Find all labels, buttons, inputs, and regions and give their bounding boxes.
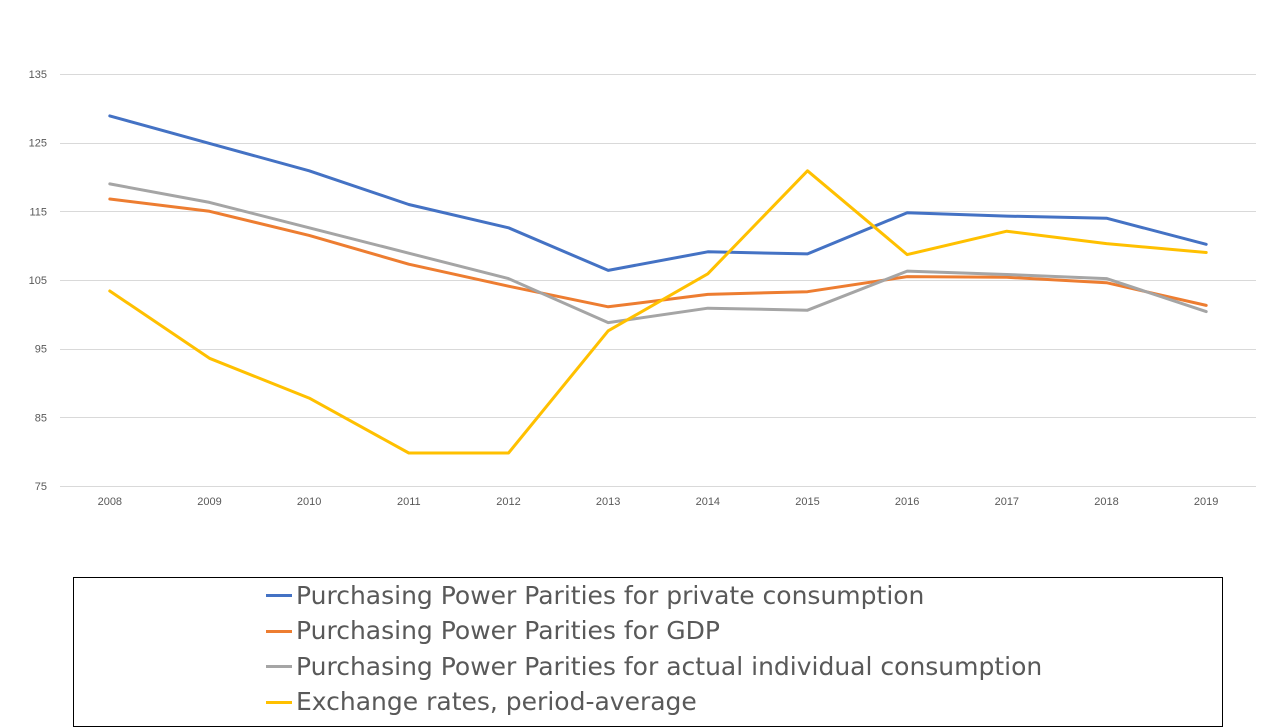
legend-item: Purchasing Power Parities for GDP — [266, 614, 1042, 650]
y-axis-tick-labels: 75 85 95 105 115 125 135 — [29, 69, 47, 493]
legend-swatch — [266, 630, 292, 633]
legend-swatch — [266, 665, 292, 668]
series-lines — [110, 116, 1207, 453]
legend-item: Exchange rates, period-average — [266, 685, 1042, 721]
legend-list: Purchasing Power Parities for private co… — [266, 578, 1042, 720]
x-tick-label: 2011 — [397, 496, 421, 508]
y-tick-label: 75 — [35, 481, 47, 493]
series-2 — [110, 199, 1207, 307]
series-line-2 — [110, 199, 1206, 307]
series-line-1 — [110, 116, 1206, 271]
series-1 — [110, 116, 1207, 271]
x-tick-label: 2018 — [1094, 496, 1118, 508]
x-tick-label: 2014 — [696, 496, 720, 508]
x-tick-label: 2008 — [98, 496, 122, 508]
x-tick-label: 2009 — [197, 496, 221, 508]
y-tick-label: 95 — [35, 344, 47, 356]
x-tick-label: 2017 — [995, 496, 1019, 508]
legend-swatch — [266, 594, 292, 597]
legend-label: Purchasing Power Parities for actual ind… — [296, 652, 1042, 682]
legend-label: Purchasing Power Parities for GDP — [296, 616, 720, 646]
x-axis-tick-labels: 2008 2009 2010 2011 2012 2013 2014 2015 2016 2017… — [98, 496, 1219, 508]
y-tick-label: 115 — [29, 206, 47, 218]
x-tick-label: 2010 — [297, 496, 321, 508]
legend: Purchasing Power Parities for private co… — [73, 577, 1223, 727]
legend-label: Exchange rates, period-average — [296, 687, 697, 717]
x-tick-label: 2012 — [496, 496, 520, 508]
x-tick-label: 2019 — [1194, 496, 1218, 508]
legend-label: Purchasing Power Parities for private co… — [296, 581, 924, 611]
series-line-4 — [110, 171, 1206, 453]
x-tick-label: 2015 — [795, 496, 819, 508]
legend-item: Purchasing Power Parities for actual ind… — [266, 649, 1042, 685]
legend-item: Purchasing Power Parities for private co… — [266, 578, 1042, 614]
y-tick-label: 125 — [29, 138, 47, 150]
series-4 — [110, 171, 1207, 453]
legend-swatch — [266, 701, 292, 704]
y-tick-label: 85 — [35, 412, 47, 424]
y-tick-label: 135 — [29, 69, 47, 81]
x-tick-label: 2013 — [596, 496, 620, 508]
x-tick-label: 2016 — [895, 496, 919, 508]
y-tick-label: 105 — [29, 275, 47, 287]
